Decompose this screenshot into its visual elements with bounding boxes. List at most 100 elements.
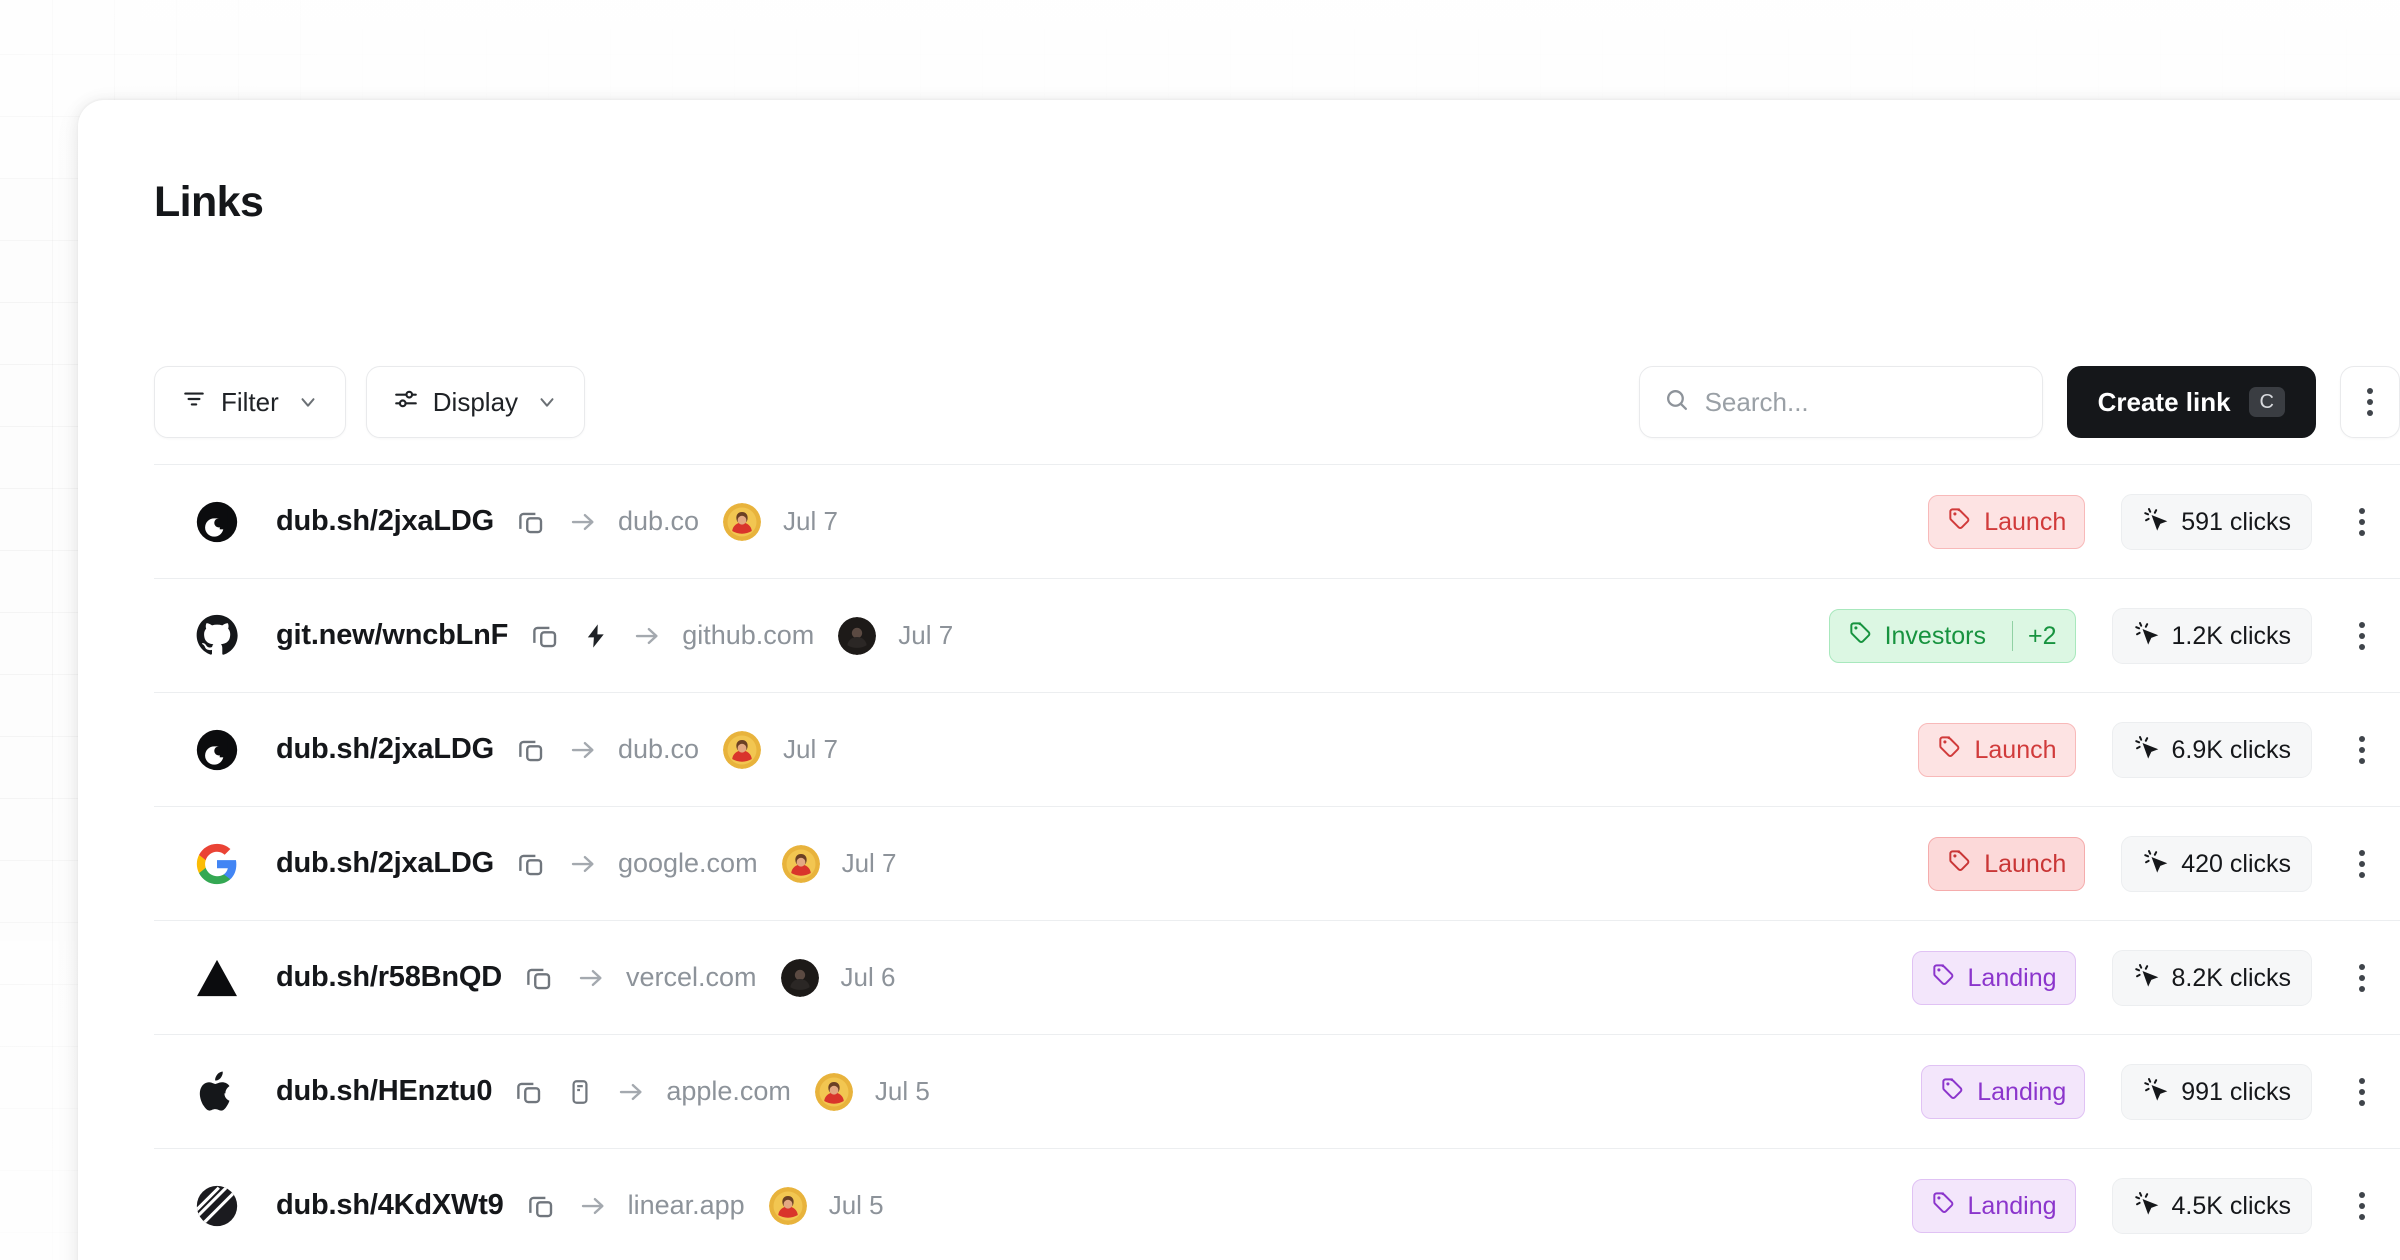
copy-icon[interactable] (516, 507, 546, 537)
arrow-right-icon (578, 1191, 608, 1221)
copy-icon[interactable] (524, 963, 554, 993)
table-row[interactable]: dub.sh/HEnztu0 apple.com Jul 5 Landing 991 c… (154, 1034, 2400, 1148)
table-row[interactable]: dub.sh/2jxaLDG google.com Jul 7 Launch 420 c… (154, 806, 2400, 920)
row-more-menu-button[interactable] (2324, 807, 2400, 921)
apple-icon (192, 1067, 242, 1117)
create-link-label: Create link (2097, 386, 2231, 417)
link-row-meta: Launch 591 clicks (1928, 465, 2400, 579)
search-box[interactable] (1638, 366, 2043, 438)
tag-icon (1931, 1190, 1956, 1222)
table-row[interactable]: dub.sh/4KdXWt9 linear.app Jul 5 Landing 4.5K… (154, 1148, 2400, 1260)
tag-icon (1848, 620, 1873, 652)
vertical-dots-icon (2359, 736, 2365, 764)
link-row-meta: Launch 6.9K clicks (1918, 693, 2400, 807)
clicks-badge[interactable]: 591 clicks (2121, 494, 2312, 550)
status-badge[interactable]: Landing (1921, 1065, 2086, 1119)
clicks-badge[interactable]: 8.2K clicks (2111, 950, 2312, 1006)
destination-url[interactable]: apple.com (666, 1076, 791, 1106)
tag-icon (1937, 734, 1962, 766)
page-title: Links (154, 178, 264, 226)
links-toolbar: Filter Display (154, 366, 2400, 438)
clicks-badge[interactable]: 991 clicks (2121, 1064, 2312, 1120)
clicks-badge[interactable]: 6.9K clicks (2111, 722, 2312, 778)
search-icon (1664, 387, 1689, 417)
table-row[interactable]: dub.sh/2jxaLDG dub.co Jul 7 Launch 6.9K clic… (154, 692, 2400, 806)
avatar (768, 1186, 807, 1225)
toolbar-more-menu-button[interactable] (2340, 366, 2400, 438)
dub-icon (192, 725, 242, 775)
clicks-badge[interactable]: 420 clicks (2121, 836, 2312, 892)
destination-url[interactable]: dub.co (617, 506, 700, 536)
vertical-dots-icon (2359, 1078, 2365, 1106)
link-row-main: dub.sh/r58BnQD vercel.com Jul 6 (154, 953, 895, 1003)
destination-url[interactable]: vercel.com (626, 962, 757, 992)
copy-icon[interactable] (530, 621, 560, 651)
link-row-main: dub.sh/2jxaLDG dub.co Jul 7 (154, 725, 838, 775)
link-row-main: dub.sh/2jxaLDG google.com Jul 7 (154, 839, 896, 889)
search-input[interactable] (1704, 386, 2018, 418)
google-icon (192, 839, 242, 889)
row-more-menu-button[interactable] (2324, 921, 2400, 1035)
status-badge[interactable]: Launch (1918, 723, 2076, 777)
table-row[interactable]: dub.sh/2jxaLDG dub.co Jul 7 Launch 591 click… (154, 464, 2400, 578)
tag-label: Launch (1984, 507, 2067, 536)
cursor-click-icon (2142, 1075, 2169, 1109)
short-link-url[interactable]: dub.sh/4KdXWt9 (276, 1189, 504, 1221)
vercel-icon (192, 953, 242, 1003)
status-badge[interactable]: Landing (1911, 1179, 2076, 1233)
short-link-url[interactable]: dub.sh/r58BnQD (276, 961, 502, 993)
destination-url[interactable]: dub.co (617, 734, 700, 764)
filter-button[interactable]: Filter (154, 366, 346, 438)
row-more-menu-button[interactable] (2324, 579, 2400, 693)
tag-overflow-count: +2 (2012, 622, 2057, 651)
create-link-button[interactable]: Create link C (2066, 366, 2316, 438)
toolbar-right-group: Create link C (1638, 366, 2400, 438)
avatar (723, 502, 762, 541)
destination-url[interactable]: google.com (617, 848, 758, 878)
status-badge[interactable]: Investors +2 (1828, 609, 2076, 663)
tag-label: Landing (1967, 963, 2057, 992)
copy-icon[interactable] (514, 1077, 544, 1107)
created-date: Jul 7 (841, 848, 897, 878)
row-more-menu-button[interactable] (2324, 465, 2400, 579)
destination-url[interactable]: github.com (682, 620, 815, 650)
copy-icon[interactable] (526, 1191, 556, 1221)
link-row-main: dub.sh/4KdXWt9 linear.app Jul 5 (154, 1181, 884, 1231)
status-badge[interactable]: Launch (1928, 837, 2086, 891)
short-link-url[interactable]: dub.sh/2jxaLDG (276, 733, 494, 765)
dub-icon (192, 497, 242, 547)
status-badge[interactable]: Launch (1928, 495, 2086, 549)
avatar (838, 616, 877, 655)
short-link-url[interactable]: dub.sh/2jxaLDG (276, 847, 494, 879)
tag-label: Investors (1884, 621, 1986, 650)
arrow-right-icon (632, 621, 662, 651)
short-link-url[interactable]: git.new/wncbLnF (276, 619, 509, 651)
display-button[interactable]: Display (365, 366, 586, 438)
clicks-badge[interactable]: 1.2K clicks (2111, 608, 2312, 664)
clicks-badge[interactable]: 4.5K clicks (2111, 1178, 2312, 1234)
tag-label: Launch (1984, 849, 2067, 878)
linear-icon (192, 1181, 242, 1231)
copy-icon[interactable] (516, 849, 546, 879)
cursor-click-icon (2133, 619, 2160, 653)
short-link-url[interactable]: dub.sh/2jxaLDG (276, 505, 494, 537)
cursor-click-icon (2142, 505, 2169, 539)
links-page-card: Links Filter (78, 100, 2400, 1260)
clicks-count-label: 4.5K clicks (2171, 1191, 2291, 1220)
short-link-url[interactable]: dub.sh/HEnztu0 (276, 1075, 493, 1107)
tag-icon (1931, 962, 1956, 994)
copy-icon[interactable] (516, 735, 546, 765)
cursor-click-icon (2133, 961, 2160, 995)
status-badge[interactable]: Landing (1911, 951, 2076, 1005)
created-date: Jul 5 (874, 1076, 930, 1106)
row-more-menu-button[interactable] (2324, 1035, 2400, 1149)
table-row[interactable]: git.new/wncbLnF github.com Jul 7 Investors +… (154, 578, 2400, 692)
vertical-dots-icon (2359, 964, 2365, 992)
filter-label: Filter (221, 386, 279, 417)
row-more-menu-button[interactable] (2324, 1149, 2400, 1260)
table-row[interactable]: dub.sh/r58BnQD vercel.com Jul 6 Landing 8.2K… (154, 920, 2400, 1034)
destination-url[interactable]: linear.app (627, 1190, 745, 1220)
row-more-menu-button[interactable] (2324, 693, 2400, 807)
bolt-icon (582, 622, 610, 650)
arrow-right-icon (568, 507, 598, 537)
